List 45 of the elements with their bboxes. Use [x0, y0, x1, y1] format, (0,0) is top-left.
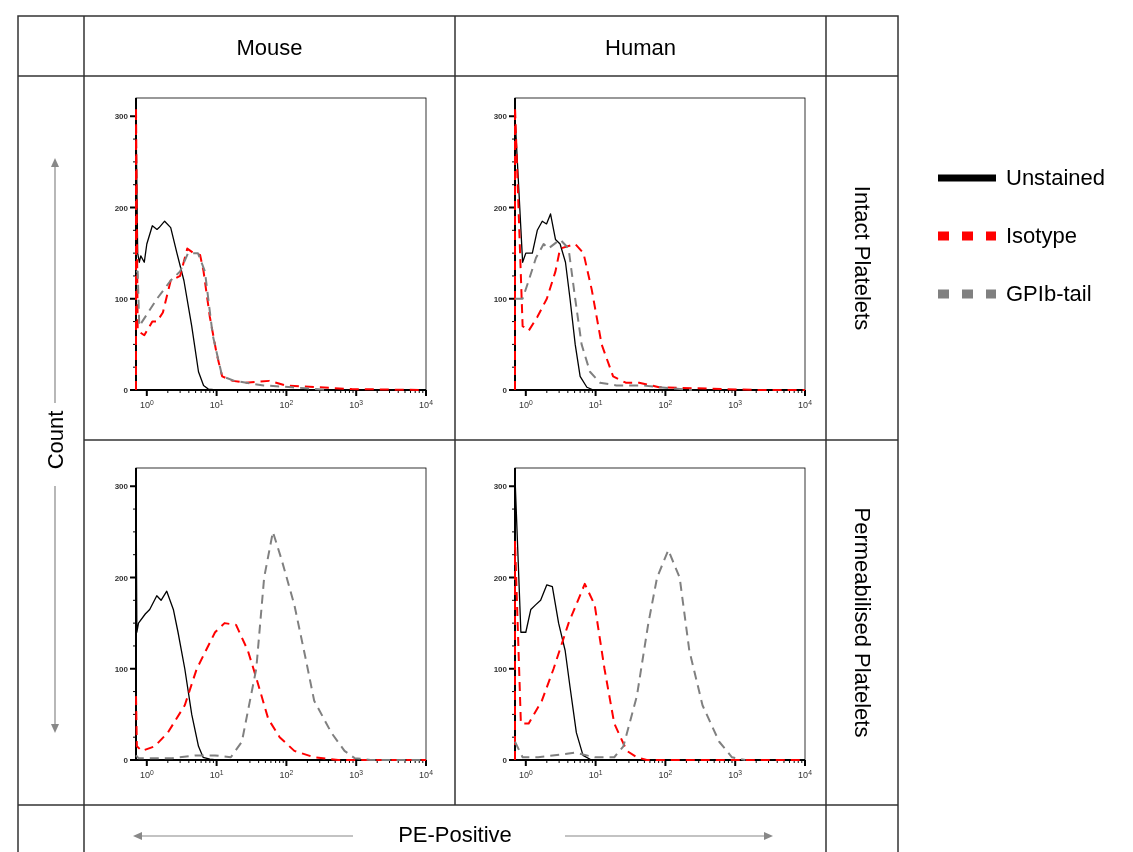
- y-tick-label: 200: [493, 203, 508, 213]
- x-tick-label: 10$^{0}$: [139, 768, 154, 780]
- legend-label: Isotype: [1006, 223, 1077, 248]
- x-tick-label: 10$^{3}$: [349, 398, 364, 410]
- y-tick-label: 300: [114, 482, 129, 492]
- y-tick-label: 100: [114, 294, 129, 304]
- y-tick-label: 300: [493, 482, 508, 492]
- x-tick-label: 10$^{1}$: [588, 768, 603, 780]
- y-tick-label: 0: [123, 386, 129, 395]
- x-tick-label: 10$^{1}$: [209, 768, 224, 780]
- x-tick-label: 10$^{2}$: [658, 768, 673, 780]
- y-tick-label: 100: [493, 294, 508, 304]
- y-tick-label: 0: [502, 386, 508, 395]
- x-axis-title: PE-Positive: [398, 822, 512, 847]
- y2-axis-title: Intact Platelets: [850, 185, 875, 331]
- y-tick-label: 0: [502, 756, 508, 765]
- y-tick-label: 0: [123, 756, 129, 765]
- legend-label: Unstained: [1006, 165, 1106, 190]
- x-tick-label: 10$^{0}$: [518, 768, 533, 780]
- x-tick-label: 10$^{1}$: [588, 398, 603, 410]
- y-axis-title: Count: [43, 410, 68, 470]
- x-tick-label: 10$^{3}$: [728, 398, 743, 410]
- x-tick-label: 10$^{3}$: [728, 768, 743, 780]
- y2-axis-title: Permeabilised Platelets: [850, 507, 875, 738]
- y-tick-label: 100: [493, 664, 508, 674]
- y-tick-label: 300: [493, 112, 508, 122]
- chart-title: Human: [605, 35, 676, 60]
- y-tick-label: 200: [114, 573, 129, 583]
- x-tick-label: 10$^{0}$: [139, 398, 154, 410]
- y-tick-label: 100: [114, 664, 129, 674]
- y-tick-label: 300: [114, 112, 129, 122]
- x-tick-label: 10$^{4}$: [419, 398, 434, 410]
- x-tick-label: 10$^{2}$: [279, 398, 294, 410]
- legend-label: GPIb-tail: [1006, 281, 1092, 306]
- chart-title: Mouse: [236, 35, 303, 60]
- x-tick-label: 10$^{1}$: [209, 398, 224, 410]
- x-tick-label: 10$^{2}$: [658, 398, 673, 410]
- y-tick-label: 200: [493, 573, 508, 583]
- x-tick-label: 10$^{4}$: [798, 768, 813, 780]
- x-tick-label: 10$^{4}$: [798, 398, 813, 410]
- x-tick-label: 10$^{0}$: [518, 398, 533, 410]
- y-tick-label: 200: [114, 203, 129, 213]
- x-tick-label: 10$^{2}$: [279, 768, 294, 780]
- x-tick-label: 10$^{3}$: [349, 768, 364, 780]
- x-tick-label: 10$^{4}$: [419, 768, 434, 780]
